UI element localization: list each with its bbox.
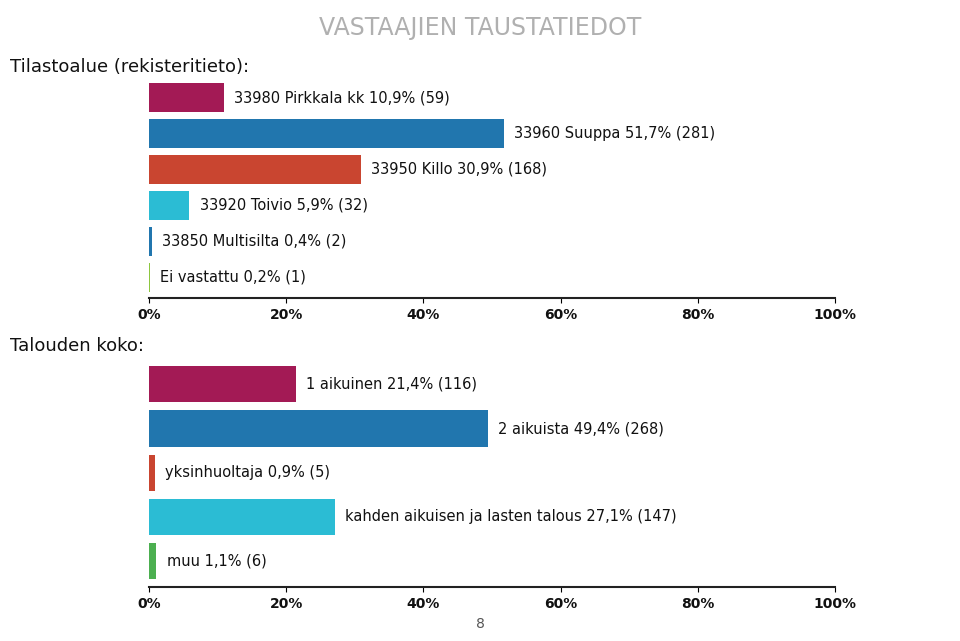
Bar — [149, 410, 488, 447]
Bar — [149, 154, 361, 184]
Bar — [149, 263, 150, 292]
Text: muu 1,1% (6): muu 1,1% (6) — [167, 554, 266, 569]
Text: 1 aikuinen 21,4% (116): 1 aikuinen 21,4% (116) — [306, 377, 477, 392]
Text: 33920 Toivio 5,9% (32): 33920 Toivio 5,9% (32) — [200, 198, 368, 213]
Text: Talouden koko:: Talouden koko: — [10, 337, 144, 354]
Text: kahden aikuisen ja lasten talous 27,1% (147): kahden aikuisen ja lasten talous 27,1% (… — [345, 510, 677, 524]
Text: yksinhuoltaja 0,9% (5): yksinhuoltaja 0,9% (5) — [165, 465, 330, 480]
Text: 33960 Suuppa 51,7% (281): 33960 Suuppa 51,7% (281) — [514, 126, 715, 141]
Text: 33850 Multisilta 0,4% (2): 33850 Multisilta 0,4% (2) — [162, 234, 347, 249]
Bar — [149, 454, 155, 491]
Text: VASTAAJIEN TAUSTATIEDOT: VASTAAJIEN TAUSTATIEDOT — [319, 16, 641, 40]
Bar — [149, 83, 224, 112]
Text: 33980 Pirkkala kk 10,9% (59): 33980 Pirkkala kk 10,9% (59) — [234, 90, 449, 105]
Bar — [149, 191, 189, 221]
Bar — [149, 227, 152, 256]
Bar — [149, 499, 335, 535]
Text: 8: 8 — [475, 617, 485, 631]
Bar — [149, 543, 156, 579]
Text: 2 aikuista 49,4% (268): 2 aikuista 49,4% (268) — [498, 421, 664, 436]
Text: Tilastoalue (rekisteritieto):: Tilastoalue (rekisteritieto): — [10, 58, 249, 76]
Text: 33950 Killo 30,9% (168): 33950 Killo 30,9% (168) — [372, 162, 547, 177]
Bar — [149, 366, 296, 403]
Bar — [149, 119, 504, 148]
Text: Ei vastattu 0,2% (1): Ei vastattu 0,2% (1) — [160, 270, 306, 285]
